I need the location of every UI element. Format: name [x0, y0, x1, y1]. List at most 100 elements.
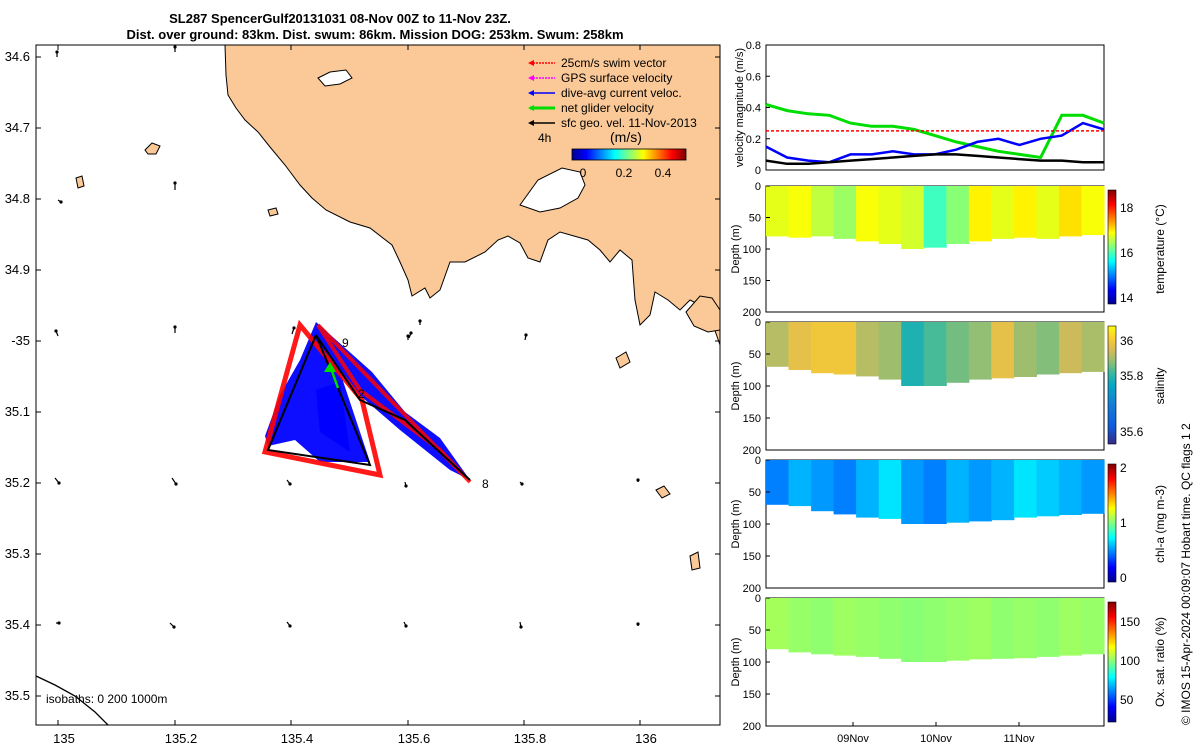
geo-vel-arrowhead — [288, 482, 292, 486]
island-small-3 — [267, 207, 279, 217]
colorbar-label: salinity — [1153, 368, 1167, 405]
depth-ytick-label: 200 — [743, 721, 761, 733]
colorbar-tick-label: 2 — [1120, 461, 1127, 475]
profile-cell — [946, 460, 970, 523]
dive-current-inner — [316, 382, 350, 452]
lon-tick-label: 136 — [635, 731, 657, 746]
profile-cell — [788, 186, 812, 238]
velocity-series-line — [765, 102, 1105, 160]
profile-cell — [878, 186, 902, 244]
island-east — [685, 295, 720, 333]
map-panel: 9 2 8 4h (m/s) 0 0.2 0.4 25cm/s swim vec… — [5, 44, 721, 746]
velocity-ytick-label: 0.8 — [746, 40, 761, 52]
map-colorbar-prefix: 4h — [538, 131, 551, 145]
depth-ytick-label: 150 — [743, 689, 761, 701]
net-glider-velocity-arrowhead — [324, 362, 336, 372]
depth-ylabel: Depth (m) — [730, 225, 742, 274]
profile-cell — [901, 598, 925, 662]
profile-cell — [833, 460, 857, 515]
lat-tick-label: 35.5 — [5, 688, 30, 703]
colorbar-tick-label: 150 — [1120, 615, 1140, 629]
colorbar-tick-label: 36 — [1120, 334, 1134, 348]
north-inlet — [317, 69, 353, 87]
profile-cell — [946, 598, 970, 661]
profile-cell — [1036, 598, 1060, 657]
profile-cell — [811, 186, 835, 237]
profile-cell — [991, 186, 1015, 239]
legend-arrowhead — [528, 75, 534, 81]
map-colorbar-tick-2: 0.4 — [655, 166, 672, 180]
depth-ytick-label: 50 — [749, 487, 761, 499]
profile-cell — [923, 460, 947, 524]
isobaths-note: isobaths: 0 200 1000m — [46, 692, 167, 706]
land-masses — [36, 45, 720, 725]
copyright-note: © IMOS 15-Apr-2024 00:09:07 Hobart time.… — [1179, 423, 1193, 725]
map-colorbar-tick-1: 0.2 — [616, 166, 633, 180]
profile-colorbar — [1107, 601, 1117, 723]
depth-ylabel: Depth (m) — [730, 638, 742, 687]
geo-vel-arrowhead — [173, 181, 177, 185]
colorbar-label: chl-a (mg m-3) — [1153, 485, 1167, 563]
profile-cell — [901, 322, 925, 386]
geo-vel-arrowhead — [172, 625, 176, 629]
depth-ytick-label: 50 — [749, 349, 761, 361]
colorbar-tick-label: 0 — [1120, 571, 1127, 585]
depth-ytick-label: 200 — [743, 583, 761, 595]
profile-cell — [878, 322, 902, 380]
depth-ytick-label: 100 — [743, 657, 761, 669]
profile-cell — [946, 322, 970, 383]
depth-ytick-label: 0 — [755, 455, 761, 467]
track-line — [266, 334, 471, 481]
profile-cell — [991, 322, 1015, 379]
profile-cell — [788, 460, 812, 507]
profile-cell — [856, 186, 880, 242]
depth-ytick-label: 50 — [749, 213, 761, 225]
profile-cell — [811, 322, 835, 374]
swim-vectors-2 — [316, 323, 472, 484]
depth-ytick-label: 200 — [743, 445, 761, 457]
depth-ytick-label: 150 — [743, 276, 761, 288]
legend-label: sfc geo. vel. 11-Nov-2013 — [561, 116, 697, 130]
lat-tick-label: 34.7 — [5, 120, 30, 135]
lat-tick-label: 35.3 — [5, 546, 30, 561]
profile-cell — [856, 460, 880, 518]
colorbar-tick-label: 14 — [1120, 291, 1134, 305]
profile-cell — [1058, 460, 1082, 515]
geo-vel-arrowhead — [59, 200, 63, 204]
profile-cell — [788, 598, 812, 653]
profile-cell — [968, 186, 992, 242]
colorbar-tick-label: 18 — [1120, 201, 1134, 215]
lat-tick-label: 34.9 — [5, 262, 30, 277]
geo-vel-arrowhead — [292, 326, 296, 330]
colorbar-tick-label: 35.8 — [1120, 369, 1144, 383]
depth-ylabel: Depth (m) — [730, 500, 742, 549]
depth-ylabel: Depth (m) — [730, 362, 742, 411]
profile-colorbar — [1107, 463, 1117, 583]
lat-tick-label: 35.4 — [5, 617, 30, 632]
chart-title-line1: SL287 SpencerGulf20131031 08-Nov 00Z to … — [169, 11, 511, 26]
geo-vel-arrowhead — [636, 478, 640, 482]
profile-cell — [1081, 460, 1105, 514]
profile-cell — [968, 322, 992, 380]
profile-cell — [766, 460, 790, 505]
profile-cell — [766, 598, 790, 650]
dive-avg-current-fill — [265, 322, 470, 480]
profile-cell — [901, 186, 925, 249]
profile-cell — [878, 460, 902, 519]
legend-arrowhead — [528, 60, 534, 66]
lat-tick-label: -35 — [11, 333, 30, 348]
profile-cell — [788, 322, 812, 370]
lat-tick-label: 34.6 — [5, 49, 30, 64]
profile-cell — [833, 322, 857, 375]
geo-vel-arrowhead — [173, 325, 177, 329]
profile-cell — [923, 322, 947, 386]
peninsula-land — [224, 45, 720, 346]
glider-track — [261, 319, 472, 484]
profile-cell — [1058, 598, 1082, 656]
depth-ytick-label: 100 — [743, 519, 761, 531]
map-colorbar-unit: (m/s) — [610, 129, 642, 145]
lon-tick-label: 135.4 — [281, 731, 314, 746]
geo-vel-arrowhead — [404, 484, 408, 488]
lon-tick-label: 135.2 — [165, 731, 198, 746]
